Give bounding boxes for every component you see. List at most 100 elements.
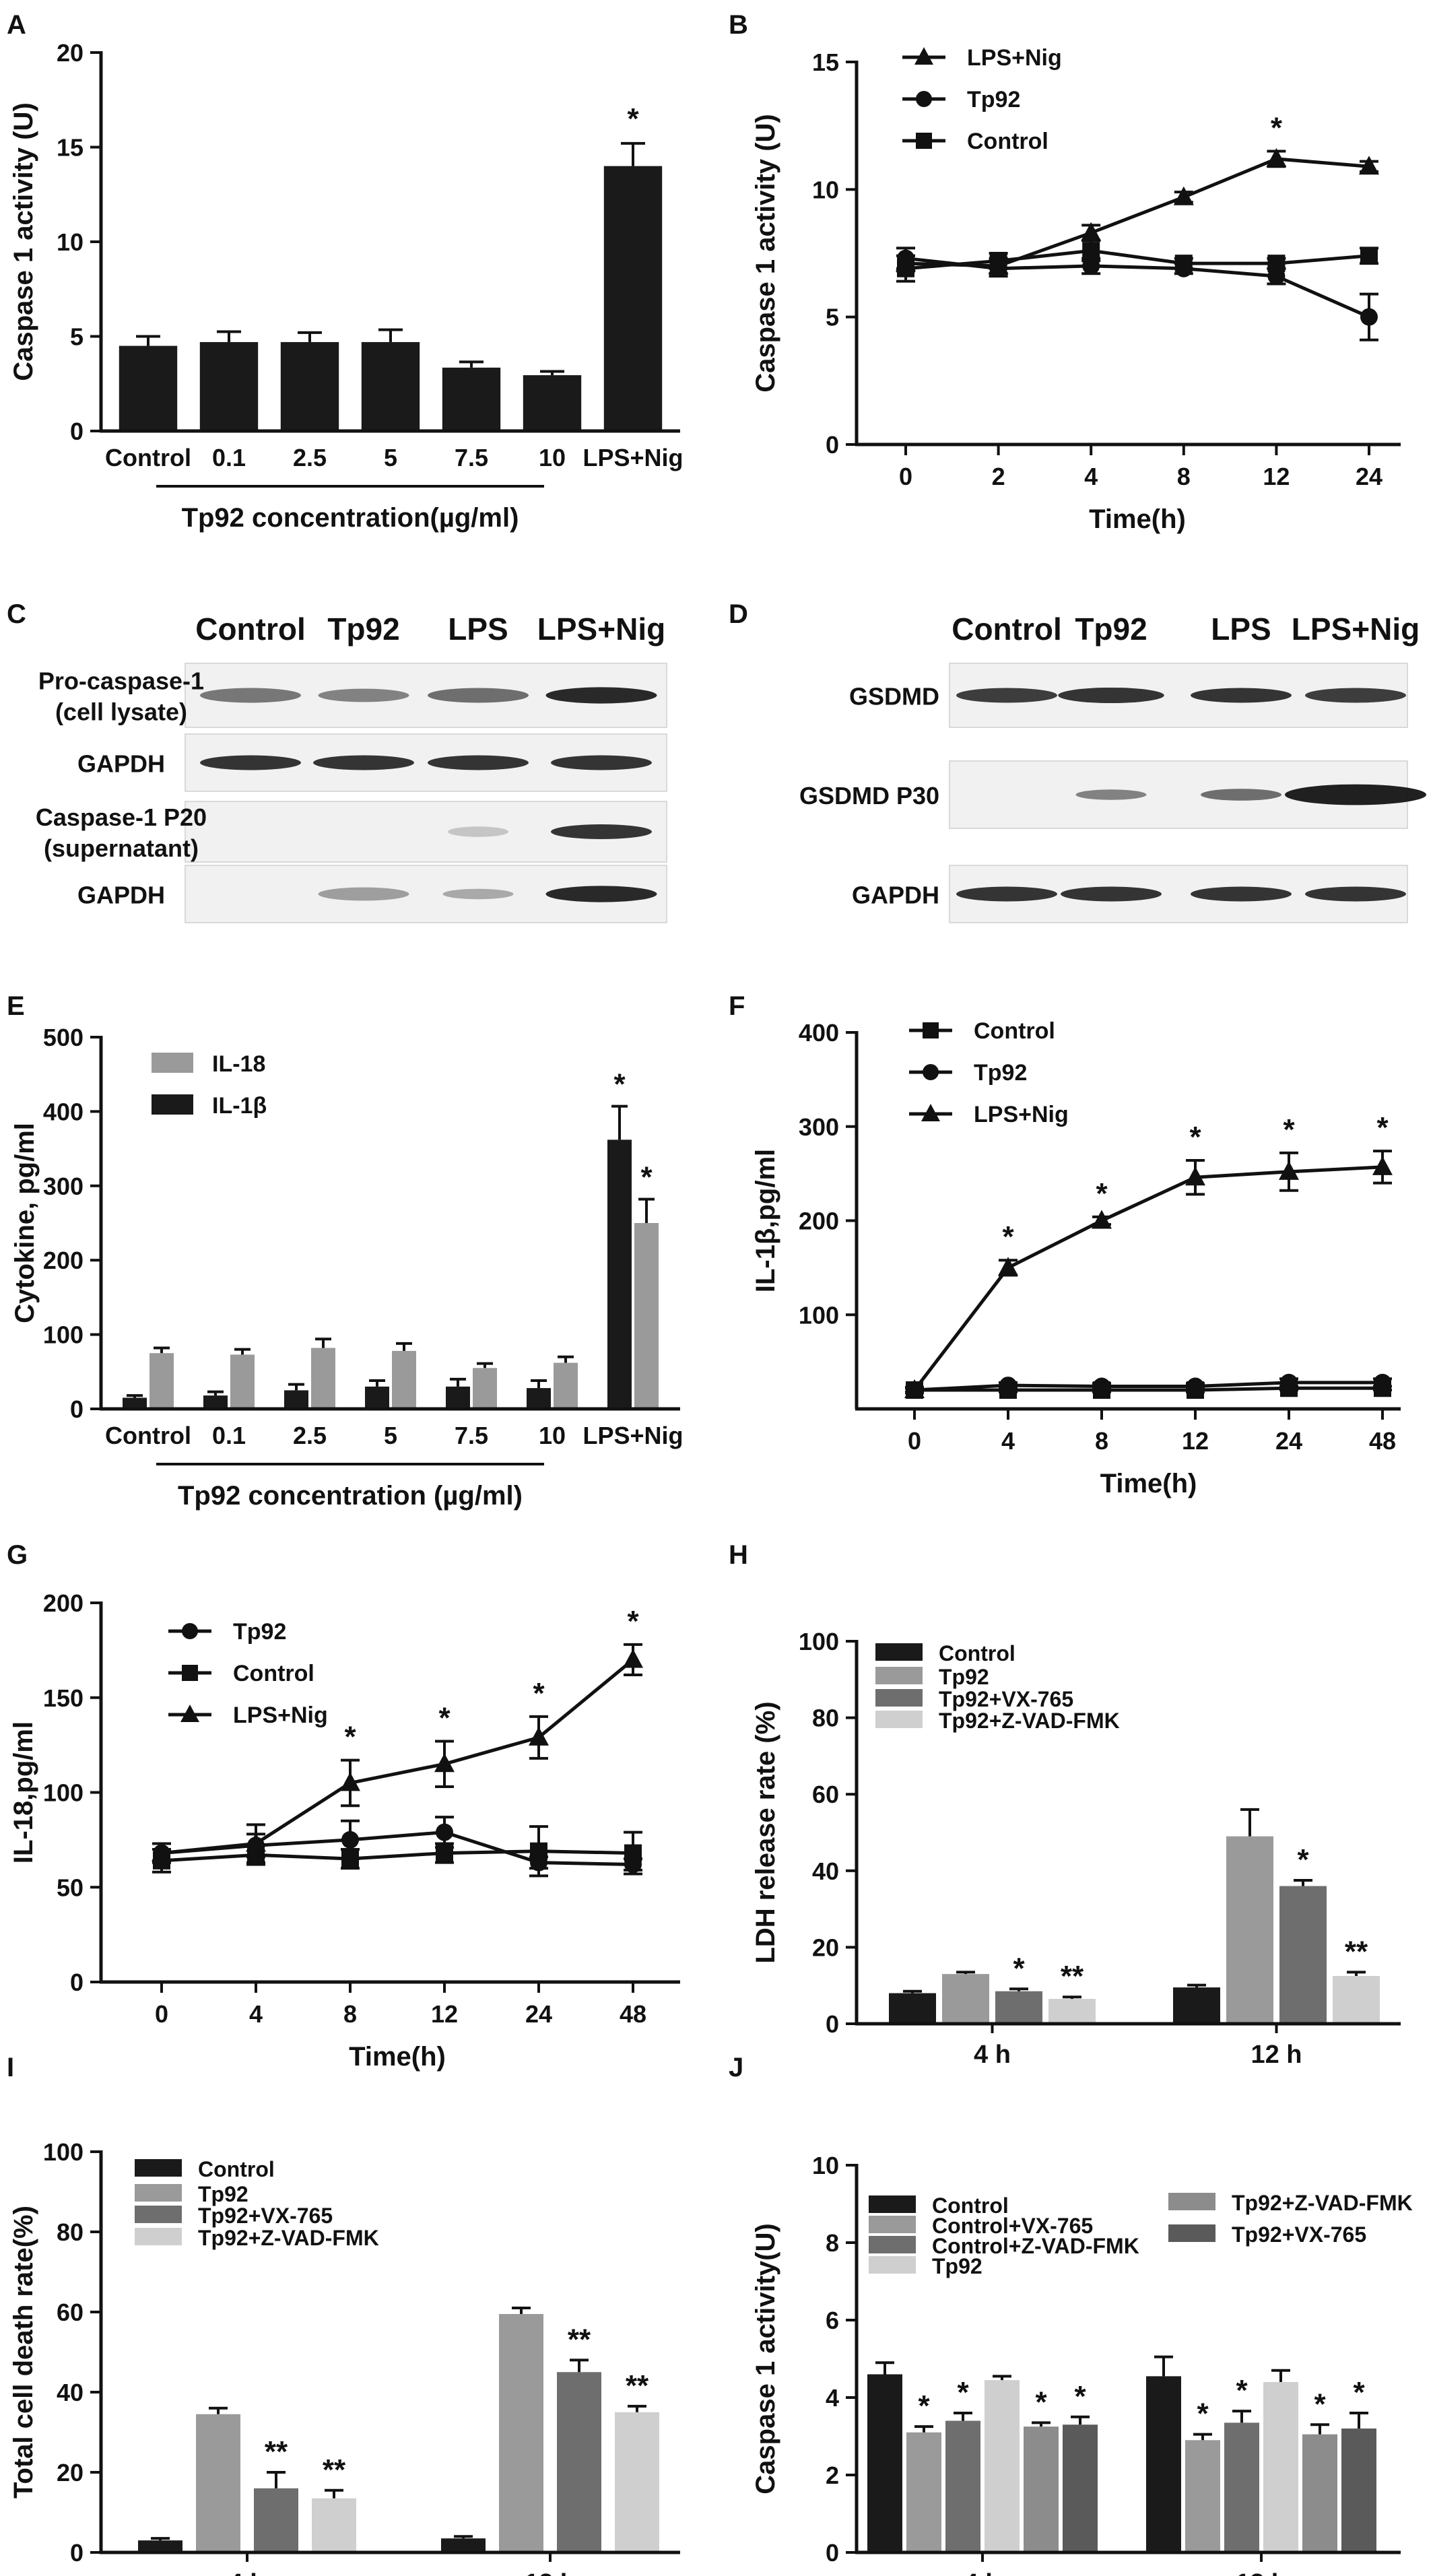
blot-C: Control Tp92 LPS LPS+Nig Pro-caspase-1 (cell … bbox=[36, 612, 667, 923]
significance-star: * bbox=[1353, 2376, 1365, 2409]
data-point bbox=[529, 1726, 549, 1746]
lane-header: Tp92 bbox=[327, 612, 399, 647]
legend-swatch bbox=[152, 1094, 193, 1115]
significance-star: ** bbox=[323, 2453, 346, 2486]
y-tick-label: 0 bbox=[826, 2539, 839, 2567]
x-tick-label: 12 bbox=[431, 2000, 458, 2028]
lane-header: Control bbox=[195, 612, 306, 647]
y-tick-label: 100 bbox=[43, 1779, 84, 1807]
x-tick-label: 12 bbox=[1182, 1427, 1209, 1455]
x-tick-label: Control bbox=[105, 444, 191, 471]
y-tick-label: 80 bbox=[812, 1705, 839, 1732]
data-point bbox=[340, 1772, 360, 1791]
significance-star: * bbox=[640, 1161, 653, 1194]
legend-label: Control bbox=[932, 2193, 1009, 2218]
data-point bbox=[1374, 1373, 1391, 1391]
y-tick-label: 10 bbox=[812, 2152, 839, 2179]
legend-label: LPS+Nig bbox=[967, 45, 1062, 71]
x-tick-label: 24 bbox=[1356, 463, 1382, 490]
y-tick-label: 300 bbox=[43, 1173, 84, 1200]
panel-letter-J: J bbox=[729, 2053, 743, 2082]
y-tick-label: 20 bbox=[812, 1934, 839, 1961]
x-tick-label: 24 bbox=[525, 2000, 552, 2028]
bar bbox=[867, 2374, 902, 2552]
bar bbox=[446, 1386, 470, 1409]
significance-star: * bbox=[1074, 2380, 1086, 2413]
series-line bbox=[161, 1658, 634, 1855]
series-line bbox=[914, 1386, 1382, 1392]
legend-label: IL-1β bbox=[212, 1093, 267, 1119]
protein-band bbox=[545, 687, 657, 704]
protein-band bbox=[442, 888, 514, 900]
data-point bbox=[1185, 1166, 1205, 1186]
x-tick-label: 0.1 bbox=[212, 1422, 246, 1449]
bar bbox=[123, 1397, 147, 1409]
bar bbox=[1302, 2434, 1337, 2552]
legend-label: Tp92+VX-765 bbox=[198, 2204, 333, 2228]
y-tick-label: 100 bbox=[799, 1628, 839, 1655]
protein-band bbox=[448, 826, 508, 837]
y-tick-label: 20 bbox=[57, 2459, 84, 2486]
legend-swatch bbox=[869, 2216, 916, 2233]
x-tick-label: 4 bbox=[1001, 1427, 1015, 1455]
blot-D: Control Tp92 LPS LPS+Nig GSDMD GSDMD P30 GAPDH bbox=[799, 612, 1426, 923]
data-point bbox=[916, 133, 932, 149]
bar bbox=[1173, 1987, 1220, 2024]
series-line bbox=[905, 249, 1370, 271]
data-point bbox=[436, 1823, 453, 1841]
legend-swatch bbox=[875, 1711, 923, 1728]
data-point bbox=[1173, 186, 1194, 205]
band-label: (supernatant) bbox=[44, 834, 199, 862]
series-line bbox=[913, 1165, 1383, 1391]
bar bbox=[230, 1354, 255, 1409]
bar bbox=[1146, 2376, 1181, 2552]
data-point bbox=[1092, 1210, 1112, 1229]
y-axis-label: Caspase 1 activity (U) bbox=[9, 102, 38, 381]
significance-star: * bbox=[438, 1701, 451, 1734]
y-tick-label: 200 bbox=[43, 1589, 84, 1617]
significance-star: * bbox=[627, 1605, 639, 1638]
legend-swatch bbox=[869, 2195, 916, 2213]
lane-header: LPS+Nig bbox=[1292, 612, 1420, 647]
data-point bbox=[246, 1832, 266, 1852]
legend-label: Tp92+Z-VAD-FMK bbox=[198, 2226, 379, 2250]
data-point bbox=[623, 1649, 643, 1668]
panel-letter-E: E bbox=[7, 991, 25, 1021]
legend-swatch bbox=[152, 1053, 193, 1073]
y-tick-label: 200 bbox=[799, 1208, 839, 1235]
significance-star: ** bbox=[1345, 1935, 1368, 1968]
protein-band bbox=[551, 755, 652, 770]
data-point bbox=[916, 91, 932, 107]
y-tick-label: 0 bbox=[70, 418, 84, 445]
legend-label: Control bbox=[974, 1018, 1055, 1044]
significance-star: * bbox=[1376, 1111, 1389, 1144]
significance-star: * bbox=[957, 2376, 969, 2409]
y-tick-label: 500 bbox=[43, 1024, 84, 1051]
bar bbox=[1224, 2422, 1259, 2552]
data-point bbox=[182, 1623, 198, 1639]
x-tick-label: 4 bbox=[249, 2000, 263, 2028]
y-tick-label: 150 bbox=[43, 1684, 84, 1712]
data-point bbox=[530, 1842, 547, 1860]
y-axis-label: Caspase 1 activity (U) bbox=[751, 114, 780, 393]
bar bbox=[442, 367, 501, 431]
legend-label: Tp92 bbox=[974, 1060, 1027, 1086]
significance-star: * bbox=[1096, 1177, 1108, 1210]
x-tick-label: 5 bbox=[384, 444, 397, 471]
y-tick-label: 300 bbox=[799, 1113, 839, 1141]
y-tick-label: 400 bbox=[43, 1098, 84, 1125]
significance-star: * bbox=[344, 1721, 356, 1754]
legend-swatch bbox=[135, 2184, 182, 2202]
y-tick-label: 200 bbox=[43, 1247, 84, 1274]
data-point bbox=[921, 1104, 940, 1121]
bar bbox=[1226, 1836, 1273, 2024]
bar bbox=[889, 1993, 936, 2024]
bar bbox=[554, 1362, 578, 1409]
protein-band bbox=[428, 755, 529, 770]
y-tick-label: 0 bbox=[70, 2539, 84, 2567]
data-point bbox=[624, 1844, 642, 1862]
significance-star: * bbox=[1189, 1121, 1201, 1154]
lane-header: LPS+Nig bbox=[537, 612, 665, 647]
